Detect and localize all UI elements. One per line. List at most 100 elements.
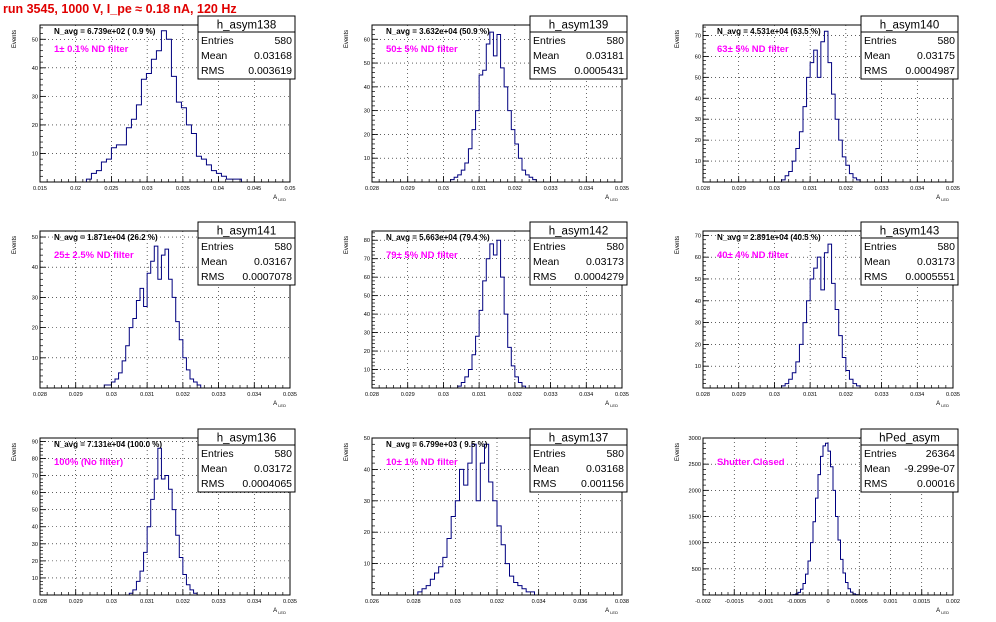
stats-value: 580: [606, 241, 624, 253]
histogram-name: h_asym143: [880, 226, 939, 238]
stats-box: h_asym139 Entries 580 Mean 0.03181 RMS 0.00054…: [529, 15, 628, 80]
y-tick-label: 60: [695, 255, 701, 261]
navg-title: N_avg = 6.739e+02 ( 0.9 %): [54, 27, 156, 36]
x-tick-label: 0.032: [839, 392, 853, 398]
filter-annotation: 1± 0.1% ND filter: [54, 44, 129, 55]
histogram-pad-h_asym138: 0.015 0.02 0.025 0.03 0.035 0.04 0.045 0.05 10 20…: [12, 15, 296, 202]
y-tick-label: 20: [695, 342, 701, 348]
stats-value: 0.0004279: [574, 271, 624, 283]
x-tick-label: 0.05: [285, 186, 296, 192]
stats-box-frame: [860, 428, 959, 493]
y-tick-label: 10: [364, 562, 370, 568]
stats-label: Mean: [201, 463, 227, 475]
stats-label: RMS: [533, 65, 556, 77]
y-tick-label: 1500: [689, 515, 701, 521]
plot-frame: [371, 24, 623, 183]
x-tick-label: 0.038: [615, 599, 629, 605]
x-tick-label: 0.0005: [851, 599, 868, 605]
x-tick-label: 0.029: [69, 599, 83, 605]
y-tick-label: 10: [364, 156, 370, 162]
y-tick-label: 50: [32, 37, 38, 43]
x-tick-label: 0.045: [247, 186, 261, 192]
y-tick-label: 20: [32, 326, 38, 332]
stats-box: h_asym140 Entries 580 Mean 0.03175 RMS 0.00049…: [860, 15, 959, 80]
y-tick-label: 30: [32, 94, 38, 100]
y-axis-title: Events: [675, 30, 681, 48]
histogram-name: h_asym138: [217, 20, 276, 32]
y-tick-label: 60: [32, 491, 38, 497]
y-tick-label: 60: [364, 37, 370, 43]
x-tick-label: 0.03: [106, 599, 117, 605]
x-tick-label: 0.031: [803, 392, 817, 398]
histogram-pad-h_asym137: 0.026 0.028 0.03 0.032 0.034 0.036 0.038 10 20 30…: [344, 428, 629, 615]
stats-label: Mean: [201, 256, 227, 268]
stats-value: -9.299e-07: [904, 463, 955, 475]
y-tick-label: 40: [364, 467, 370, 473]
y-tick-label: 30: [32, 542, 38, 548]
histogram-name: hPed_asym: [879, 433, 940, 445]
x-tick-label: 0.034: [579, 392, 593, 398]
stats-box-frame: [197, 221, 296, 286]
y-tick-label: 80: [364, 238, 370, 244]
y-tick-label: 50: [695, 277, 701, 283]
x-tick-label: 0.032: [490, 599, 504, 605]
stats-label: Entries: [533, 448, 566, 460]
stats-label: Mean: [864, 463, 890, 475]
plot-frame: [39, 24, 291, 183]
navg-title: N_avg = 6.799e+03 ( 9.5 %): [386, 440, 488, 449]
stats-label: Mean: [533, 463, 559, 475]
y-tick-label: 50: [32, 235, 38, 241]
histogram-line: [781, 243, 861, 388]
stats-label: RMS: [864, 478, 887, 490]
histogram-name: h_asym139: [549, 20, 608, 32]
stats-box-frame: [529, 221, 628, 286]
x-axis-title: A LED: [273, 195, 286, 202]
y-tick-label: 80: [32, 456, 38, 462]
y-tick-label: 10: [32, 151, 38, 157]
x-axis-title: A LED: [605, 608, 618, 615]
stats-box-frame: [529, 428, 628, 493]
histogram-line: [128, 447, 198, 595]
x-tick-label: 0.03: [769, 186, 780, 192]
y-tick-label: 10: [695, 159, 701, 165]
y-axis-title: Events: [675, 443, 681, 461]
stats-value: 0.03173: [917, 256, 955, 268]
x-tick-label: 0.034: [247, 392, 261, 398]
y-tick-label: 30: [32, 295, 38, 301]
x-axis-title: A LED: [605, 195, 618, 202]
x-tick-label: -0.0005: [787, 599, 806, 605]
stats-value: 580: [937, 241, 955, 253]
stats-label: Entries: [864, 35, 897, 47]
y-tick-label: 20: [32, 123, 38, 129]
filter-annotation: 63± 5% ND filter: [717, 44, 789, 55]
x-tick-label: 0.034: [579, 186, 593, 192]
navg-title: N_avg = 2.891e+04 (40.5 %): [717, 233, 821, 242]
histogram-pad-h_asym139: 0.028 0.029 0.03 0.031 0.032 0.033 0.034 0.035 1…: [344, 15, 629, 202]
y-tick-label: 40: [32, 66, 38, 72]
stats-label: Entries: [201, 448, 234, 460]
plot-frame: [371, 230, 623, 389]
y-tick-label: 20: [364, 530, 370, 536]
histogram-line: [103, 245, 202, 388]
y-tick-label: 20: [32, 559, 38, 565]
stats-box-frame: [529, 15, 628, 80]
x-axis-title: A LED: [605, 401, 618, 408]
histogram-pad-hPed_asym: -0.002 -0.0015 -0.001 -0.0005 0 0.0005 0.001 0.…: [675, 428, 960, 615]
x-tick-label: 0.035: [615, 186, 629, 192]
y-tick-label: 10: [32, 576, 38, 582]
y-tick-label: 40: [364, 312, 370, 318]
stats-label: RMS: [864, 271, 887, 283]
y-tick-label: 90: [32, 439, 38, 445]
x-tick-label: 0.033: [212, 599, 226, 605]
y-tick-label: 2000: [689, 488, 701, 494]
x-tick-label: 0.028: [33, 392, 47, 398]
x-tick-label: 0.029: [401, 186, 415, 192]
x-tick-label: 0.033: [544, 186, 558, 192]
histogram-line: [417, 443, 535, 595]
y-tick-label: 40: [695, 96, 701, 102]
filter-annotation: Shutter Closed: [717, 457, 785, 468]
x-tick-label: 0.036: [573, 599, 587, 605]
histogram-name: h_asym137: [549, 433, 608, 445]
x-tick-label: 0.029: [732, 392, 746, 398]
